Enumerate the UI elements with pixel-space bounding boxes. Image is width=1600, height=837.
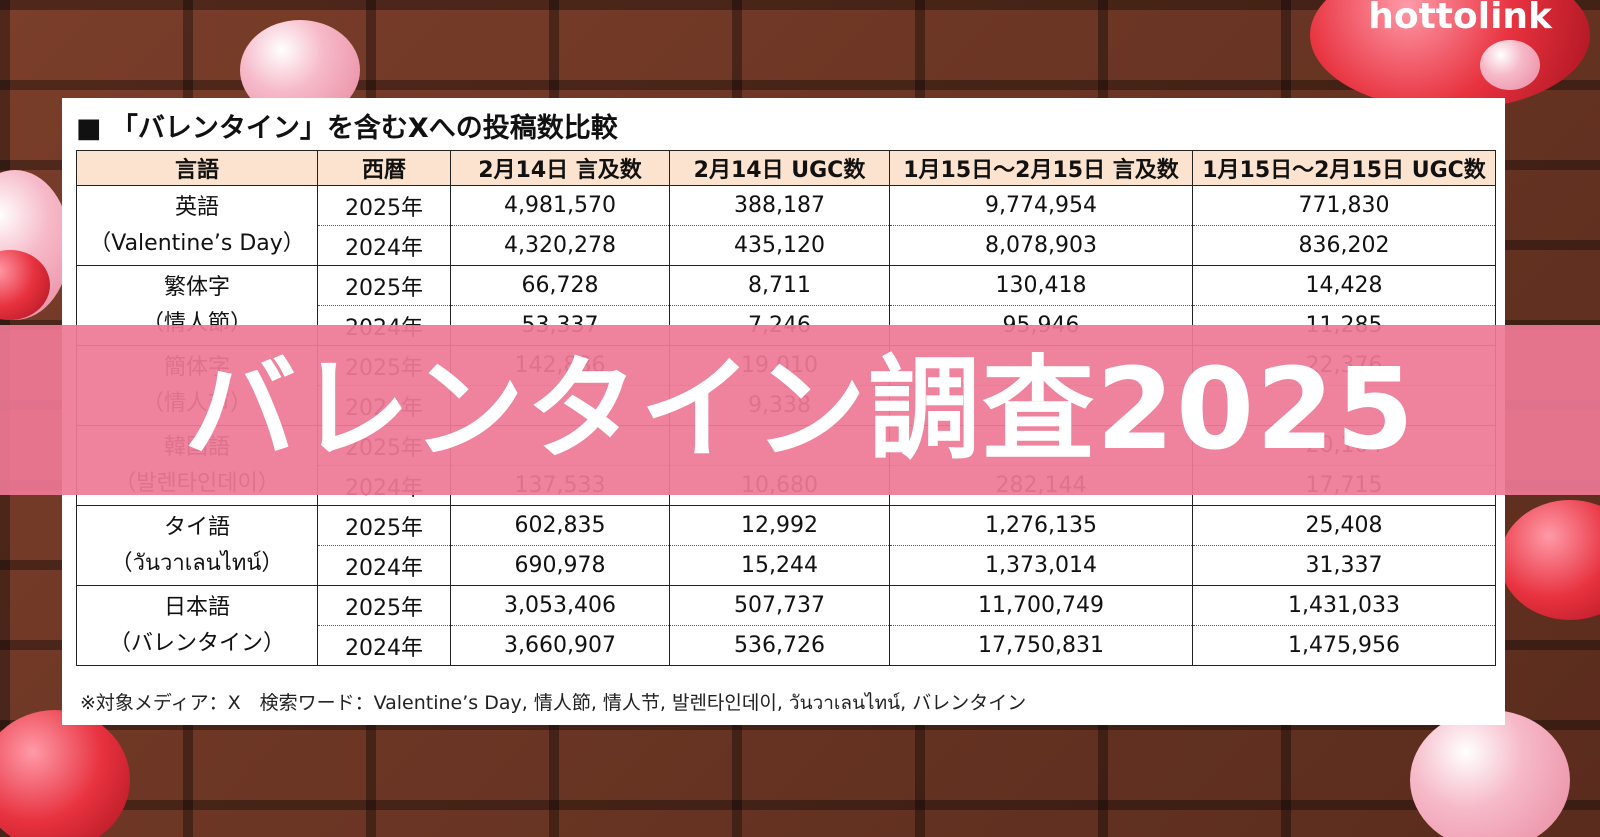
year-cell: 2025年 [317,265,451,306]
value-cell: 1,276,135 [889,505,1193,546]
year-cell: 2025年 [317,185,451,226]
value-cell: 602,835 [450,505,670,546]
year-cell: 2025年 [317,505,451,546]
value-cell: 9,774,954 [889,185,1193,226]
value-cell: 4,981,570 [450,185,670,226]
table-row: 2024年 690,978 15,244 1,373,014 31,337 [77,545,1496,586]
value-cell: 3,053,406 [450,585,670,626]
language-name: 日本語 [163,594,230,620]
value-cell: 15,244 [669,545,890,586]
heart-decoration [0,710,130,837]
value-cell: 836,202 [1192,225,1496,266]
language-name: 繁体字 [163,274,230,300]
language-name: 英語 [174,194,219,220]
value-cell: 11,700,749 [889,585,1193,626]
year-cell: 2024年 [317,225,451,266]
heart-decoration [1410,710,1570,837]
value-cell: 771,830 [1192,185,1496,226]
column-header: 1月15日〜2月15日 言及数 [889,150,1193,186]
value-cell: 17,750,831 [889,625,1193,666]
year-cell: 2025年 [317,585,451,626]
language-name: タイ語 [163,514,230,540]
value-cell: 25,408 [1192,505,1496,546]
column-header: 1月15日〜2月15日 UGC数 [1192,150,1496,186]
table-title: ■ 「バレンタイン」を含むXへの投稿数比較 [76,113,618,144]
header-row: 言語 西暦 2月14日 言及数 2月14日 UGC数 1月15日〜2月15日 言及数 1月… [76,150,1496,186]
value-cell: 435,120 [669,225,890,266]
language-cell: 英語 （Valentine’s Day） [76,185,318,266]
value-cell: 1,431,033 [1192,585,1496,626]
table-row: タイ語 （วันวาเลนไทน์） 2025年 602,835 12,992 1,276… [76,505,1496,586]
table-row: 2024年 3,660,907 536,726 17,750,831 1,475,956 [77,625,1496,666]
value-cell: 536,726 [669,625,890,666]
heart-decoration [1480,40,1540,90]
value-cell: 66,728 [450,265,670,306]
table-row: 日本語 （バレンタイン） 2025年 3,053,406 507,737 11,700,7… [76,585,1496,666]
value-cell: 4,320,278 [450,225,670,266]
table-row: 英語 （Valentine’s Day） 2025年 4,981,570 388,187… [76,185,1496,266]
value-cell: 31,337 [1192,545,1496,586]
language-cell: タイ語 （วันวาเลนไทน์） [76,505,318,586]
column-header: 西暦 [317,150,451,186]
language-native: （วันวาเลนไทน์） [110,550,284,576]
language-native: （Valentine’s Day） [89,230,305,256]
value-cell: 1,373,014 [889,545,1193,586]
value-cell: 507,737 [669,585,890,626]
logo: hottolink [1368,0,1552,37]
column-header: 言語 [76,150,318,186]
value-cell: 3,660,907 [450,625,670,666]
banner-band [0,325,1600,495]
year-cell: 2024年 [317,625,451,666]
column-header: 2月14日 UGC数 [669,150,890,186]
value-cell: 8,711 [669,265,890,306]
banner-title: バレンタイン調査2025 [184,345,1416,475]
year-cell: 2024年 [317,545,451,586]
language-native: （バレンタイン） [108,630,285,656]
value-cell: 1,475,956 [1192,625,1496,666]
heart-decoration [1500,500,1600,620]
value-cell: 12,992 [669,505,890,546]
footnote: ※対象メディア：X 検索ワード：Valentine’s Day, 情人節, 情人… [80,692,1027,714]
value-cell: 8,078,903 [889,225,1193,266]
value-cell: 14,428 [1192,265,1496,306]
language-cell: 日本語 （バレンタイン） [76,585,318,666]
column-header: 2月14日 言及数 [450,150,670,186]
table-row: 繁体字 （情人節） 2025年 66,728 8,711 130,418 14,428 [76,265,1496,346]
value-cell: 388,187 [669,185,890,226]
value-cell: 690,978 [450,545,670,586]
value-cell: 130,418 [889,265,1193,306]
